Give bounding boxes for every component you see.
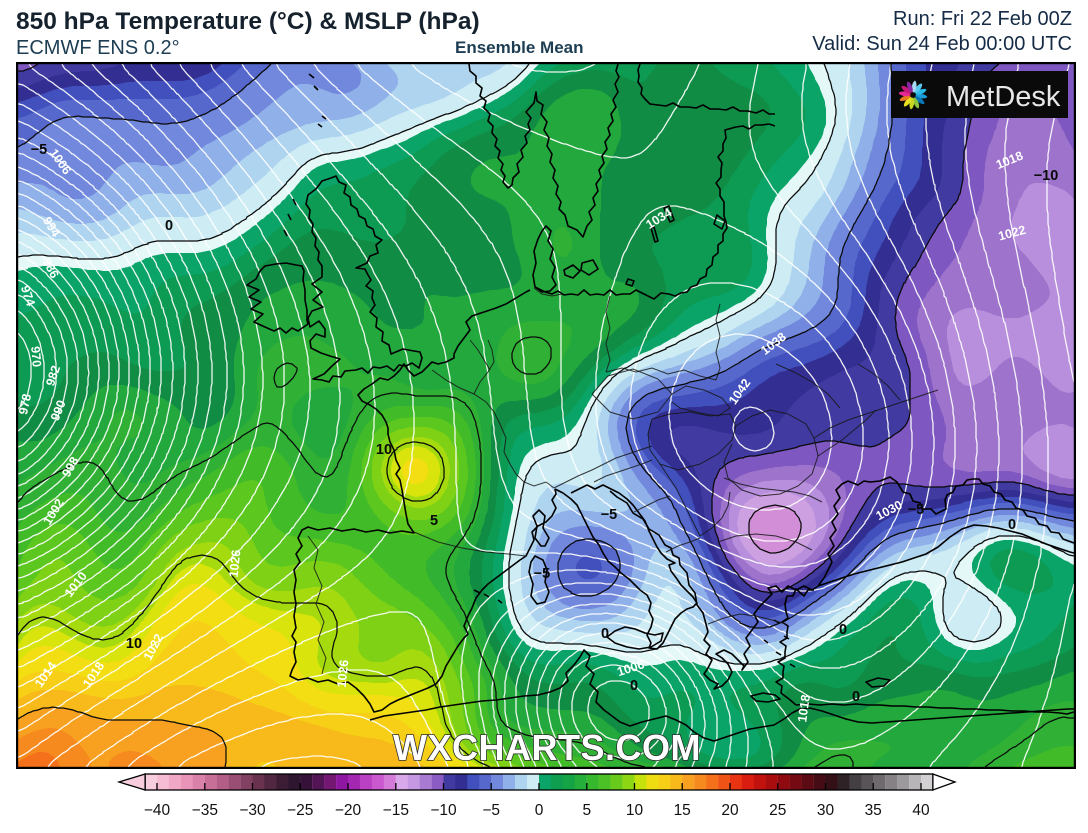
svg-text:−5: −5 [601,507,618,523]
svg-text:0: 0 [1008,517,1016,533]
svg-text:10: 10 [626,802,644,819]
svg-text:15: 15 [674,802,691,819]
svg-text:0: 0 [535,802,544,819]
svg-text:−5: −5 [482,802,500,819]
svg-text:−30: −30 [239,802,266,819]
svg-text:35: 35 [865,802,882,819]
svg-text:1026: 1026 [335,659,352,688]
svg-text:0: 0 [601,626,609,642]
svg-text:40: 40 [912,802,930,819]
svg-text:−10: −10 [1034,168,1059,184]
svg-text:1018: 1018 [795,694,813,724]
svg-text:WXCHARTS.COM: WXCHARTS.COM [393,727,701,768]
svg-text:0: 0 [165,218,173,234]
svg-text:974: 974 [18,284,38,308]
svg-text:30: 30 [817,802,835,819]
svg-text:−5: −5 [908,502,925,518]
svg-text:0: 0 [630,678,638,694]
svg-text:−10: −10 [430,802,457,819]
svg-text:0: 0 [839,622,847,638]
svg-text:25: 25 [769,802,786,819]
svg-text:0: 0 [852,689,860,705]
svg-text:1026: 1026 [227,549,244,578]
svg-text:1022: 1022 [997,223,1028,244]
svg-text:10: 10 [126,636,142,652]
svg-text:−20: −20 [335,802,362,819]
svg-text:5: 5 [430,513,438,529]
svg-text:970: 970 [28,346,44,368]
svg-text:10: 10 [376,442,392,458]
svg-text:−15: −15 [383,802,409,819]
svg-text:−40: −40 [144,802,171,819]
svg-text:−25: −25 [287,802,313,819]
svg-text:982: 982 [43,364,63,388]
svg-text:20: 20 [721,802,739,819]
svg-text:5: 5 [582,802,591,819]
svg-text:−35: −35 [192,802,218,819]
svg-text:−5: −5 [31,142,48,158]
svg-text:978: 978 [16,392,34,415]
svg-text:−5: −5 [534,566,551,582]
svg-text:MetDesk: MetDesk [946,81,1061,113]
